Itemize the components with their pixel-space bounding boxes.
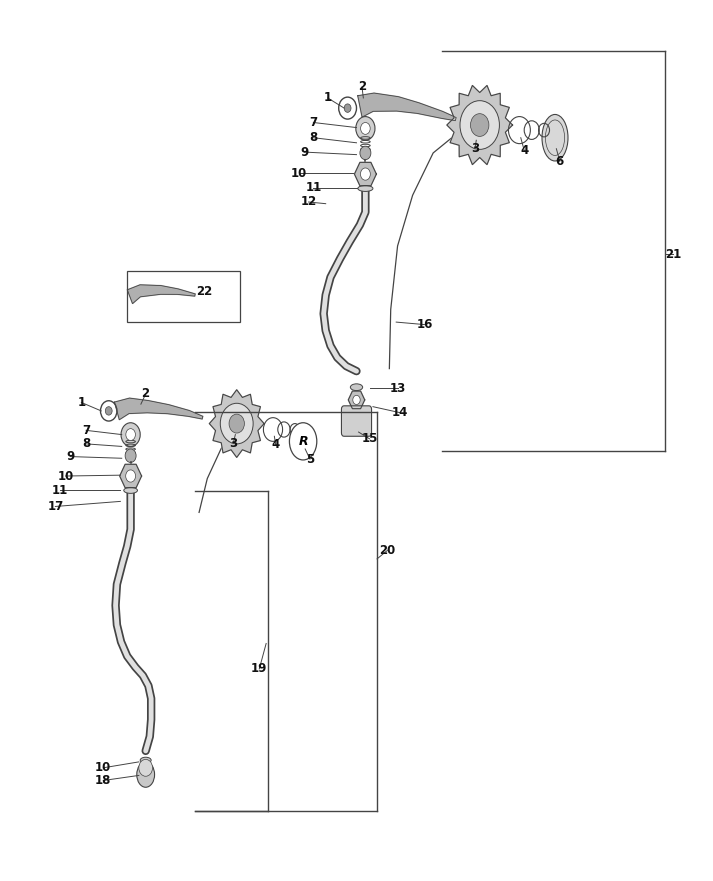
Circle shape [360, 146, 371, 159]
Circle shape [460, 100, 499, 150]
Text: 8: 8 [82, 437, 91, 450]
Circle shape [125, 449, 136, 463]
Text: 10: 10 [291, 167, 307, 180]
Text: 9: 9 [300, 145, 309, 159]
Polygon shape [447, 85, 513, 165]
Circle shape [356, 116, 375, 140]
Ellipse shape [542, 115, 568, 161]
Ellipse shape [361, 172, 370, 178]
Circle shape [106, 407, 112, 415]
Polygon shape [120, 464, 142, 488]
Text: 19: 19 [251, 663, 267, 676]
Circle shape [471, 114, 489, 137]
Text: 15: 15 [361, 433, 378, 445]
Ellipse shape [137, 762, 155, 788]
Text: 2: 2 [358, 80, 366, 93]
Text: R: R [298, 435, 308, 448]
Circle shape [220, 403, 253, 444]
Polygon shape [348, 391, 365, 409]
Text: 9: 9 [66, 450, 75, 463]
Text: 4: 4 [272, 438, 280, 451]
FancyBboxPatch shape [342, 406, 371, 436]
Text: 18: 18 [95, 774, 111, 787]
Circle shape [361, 168, 370, 181]
Circle shape [125, 470, 135, 482]
Text: 17: 17 [47, 500, 63, 513]
Text: 14: 14 [391, 406, 408, 419]
Text: 3: 3 [471, 142, 479, 155]
Text: 1: 1 [324, 92, 332, 105]
Text: 11: 11 [52, 484, 68, 497]
Text: 11: 11 [305, 181, 322, 194]
Ellipse shape [358, 186, 373, 191]
Text: 8: 8 [309, 131, 317, 144]
Ellipse shape [350, 384, 363, 390]
Circle shape [125, 429, 135, 440]
Text: 13: 13 [389, 381, 406, 395]
Text: 1: 1 [77, 396, 86, 409]
Ellipse shape [139, 759, 153, 776]
Circle shape [353, 396, 360, 404]
Text: 5: 5 [306, 453, 314, 465]
Text: 16: 16 [417, 318, 433, 331]
Polygon shape [358, 93, 456, 121]
Text: 2: 2 [142, 388, 150, 401]
Text: 12: 12 [300, 196, 317, 209]
Polygon shape [210, 389, 264, 457]
Text: 3: 3 [230, 437, 237, 449]
Text: 20: 20 [379, 544, 396, 557]
Text: 21: 21 [665, 248, 682, 261]
Circle shape [121, 423, 140, 447]
Polygon shape [115, 398, 202, 419]
Text: 10: 10 [58, 470, 73, 483]
Text: 6: 6 [555, 155, 564, 168]
Text: 22: 22 [196, 285, 212, 298]
Text: 7: 7 [309, 116, 317, 129]
Ellipse shape [125, 475, 135, 480]
Ellipse shape [289, 423, 317, 460]
Ellipse shape [124, 487, 138, 493]
Text: 10: 10 [95, 761, 111, 774]
Polygon shape [128, 285, 195, 304]
Polygon shape [354, 162, 376, 186]
Ellipse shape [140, 758, 151, 763]
Text: 4: 4 [520, 144, 528, 157]
Text: 7: 7 [82, 424, 90, 437]
Circle shape [361, 122, 370, 134]
Circle shape [344, 104, 351, 113]
Circle shape [229, 414, 245, 433]
